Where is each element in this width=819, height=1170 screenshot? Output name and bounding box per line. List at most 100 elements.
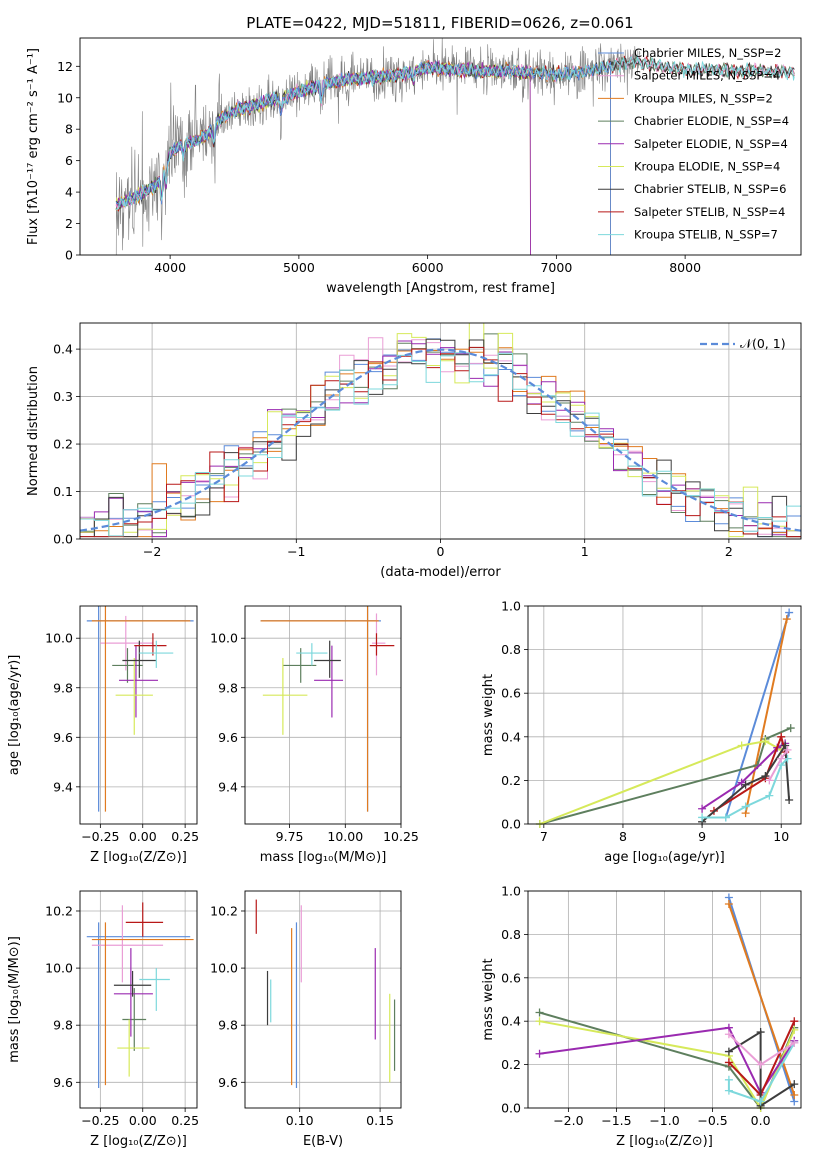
x-tick-label: 10 bbox=[773, 829, 789, 844]
x-tick-label: 8 bbox=[619, 829, 627, 844]
weight-marker bbox=[790, 1025, 799, 1034]
x-tick-label: 4000 bbox=[154, 260, 186, 275]
legend-label: Chabrier STELIB, N_SSP=6 bbox=[634, 182, 786, 196]
x-tick-label: −1 bbox=[287, 544, 305, 559]
y-tick-label: 9.4 bbox=[53, 779, 73, 794]
axes-frame bbox=[79, 322, 802, 540]
weight-marker bbox=[737, 741, 746, 750]
axes-frame bbox=[79, 890, 198, 1109]
weight-marker bbox=[782, 615, 791, 624]
histogram-6 bbox=[80, 338, 801, 538]
x-tick-label: 0.0 bbox=[751, 1113, 771, 1128]
weight-marker bbox=[783, 745, 792, 754]
axes-frame bbox=[79, 37, 802, 256]
histogram-4 bbox=[80, 340, 801, 538]
weight-marker bbox=[777, 732, 786, 741]
x-tick-label: −2.0 bbox=[553, 1113, 583, 1128]
x-tick-label: 7 bbox=[540, 829, 548, 844]
weight-marker bbox=[790, 1090, 799, 1099]
x-tick-label: −2 bbox=[143, 544, 161, 559]
weight-line bbox=[539, 1026, 796, 1095]
y-axis-label: age [log₁₀(age/yr)] bbox=[7, 655, 22, 776]
y-tick-label: 8 bbox=[65, 122, 73, 137]
x-axis-label: wavelength [Angstrom, rest frame] bbox=[326, 281, 555, 296]
y-tick-label: 9.6 bbox=[218, 1075, 238, 1090]
weight-marker bbox=[698, 804, 707, 813]
y-tick-label: 0.8 bbox=[501, 927, 521, 942]
normal-curve bbox=[79, 348, 802, 532]
histogram-8 bbox=[80, 352, 801, 537]
mass-vs-metallicity-panel: −0.25 0.00 0.25 9.6 9.8 10.0 10.2 Z [log₁₀(Z/Z⊙… bbox=[7, 890, 199, 1149]
y-tick-label: 0.2 bbox=[501, 1057, 521, 1072]
weight-marker bbox=[724, 900, 733, 909]
y-tick-label: 1.0 bbox=[501, 884, 521, 899]
weight-vs-age-panel: 7 8 9 10 0.0 0.2 0.4 0.6 0.8 1.0 age [log₁₀(age/yr… bbox=[481, 599, 802, 865]
weight-marker bbox=[781, 741, 790, 750]
weight-marker bbox=[756, 1060, 765, 1069]
legend-label: Kroupa STELIB, N_SSP=7 bbox=[634, 228, 778, 242]
legend-label: Salpeter STELIB, N_SSP=4 bbox=[634, 205, 785, 219]
x-axis-label: E(B-V) bbox=[303, 1134, 343, 1149]
weight-marker bbox=[724, 1075, 733, 1084]
y-tick-label: 0.2 bbox=[53, 437, 73, 452]
axes-frame bbox=[527, 890, 802, 1109]
y-tick-label: 10.0 bbox=[45, 631, 73, 646]
x-axis-label: age [log₁₀(age/yr)] bbox=[604, 850, 725, 865]
x-tick-label: −0.25 bbox=[81, 829, 119, 844]
x-tick-label: 10.25 bbox=[383, 829, 419, 844]
weight-marker bbox=[724, 1030, 733, 1039]
x-tick-label: 0.00 bbox=[129, 829, 157, 844]
y-tick-label: 0.8 bbox=[501, 642, 521, 657]
x-tick-label: 0.00 bbox=[129, 1113, 157, 1128]
weight-line bbox=[728, 1030, 795, 1108]
weight-marker bbox=[777, 754, 786, 763]
spectrum-panel: 4000 5000 6000 7000 8000 0 2 4 6 8 10 12 wavelength … bbox=[26, 37, 802, 296]
histogram-7 bbox=[80, 346, 801, 538]
y-tick-label: 0.0 bbox=[501, 817, 521, 832]
y-tick-label: 10.0 bbox=[210, 631, 238, 646]
x-tick-label: −0.5 bbox=[697, 1113, 727, 1128]
weight-line bbox=[724, 612, 791, 818]
weight-marker bbox=[761, 772, 770, 781]
age-vs-metallicity-panel: −0.25 0.00 0.25 9.4 9.6 9.8 10.0 Z [log₁₀(Z/Z⊙)… bbox=[7, 605, 199, 865]
weight-marker bbox=[724, 1047, 733, 1056]
y-tick-label: 12 bbox=[57, 59, 73, 74]
axes-frame bbox=[244, 605, 402, 825]
y-tick-label: 9.6 bbox=[53, 730, 73, 745]
mass-vs-ebv-panel: 0.10 0.15 9.6 9.8 10.0 10.2 E(B-V) bbox=[210, 890, 402, 1149]
x-tick-label: −1.0 bbox=[649, 1113, 679, 1128]
y-axis-label: Normed distribution bbox=[26, 366, 41, 496]
y-tick-label: 0.0 bbox=[53, 532, 73, 547]
model-spectrum-kroupa-stelib bbox=[115, 55, 795, 211]
weight-marker bbox=[535, 1008, 544, 1017]
x-tick-label: 6000 bbox=[412, 260, 444, 275]
x-tick-label: 0.25 bbox=[171, 1113, 199, 1128]
x-tick-label: 0.10 bbox=[286, 1113, 314, 1128]
x-tick-label: 9 bbox=[698, 829, 706, 844]
weight-marker bbox=[790, 1038, 799, 1047]
weight-line bbox=[744, 618, 788, 814]
weight-line bbox=[539, 740, 782, 825]
y-tick-label: 9.6 bbox=[53, 1075, 73, 1090]
legend-label: Chabrier ELODIE, N_SSP=4 bbox=[634, 114, 789, 128]
weight-marker bbox=[790, 1080, 799, 1089]
legend-label: Kroupa MILES, N_SSP=2 bbox=[634, 91, 773, 105]
weight-marker bbox=[535, 1049, 544, 1058]
y-tick-label: 9.8 bbox=[218, 680, 238, 695]
y-tick-label: 4 bbox=[65, 185, 73, 200]
residual-histogram-panel: −2 −1 0 1 2 0.0 0.1 0.2 0.3 0.4 (data-model)/error… bbox=[26, 322, 802, 580]
weight-marker bbox=[761, 737, 770, 746]
weight-marker bbox=[756, 1028, 765, 1037]
weight-marker bbox=[765, 791, 774, 800]
weight-line bbox=[539, 727, 792, 825]
weight-line bbox=[727, 1042, 796, 1103]
y-tick-label: 2 bbox=[65, 216, 73, 231]
y-tick-label: 0.0 bbox=[501, 1101, 521, 1116]
y-axis-label: Flux [fλ10⁻¹⁷ erg cm⁻² s⁻¹ A⁻¹] bbox=[26, 48, 41, 245]
y-tick-label: 10 bbox=[57, 90, 73, 105]
y-tick-label: 9.8 bbox=[218, 1018, 238, 1033]
x-axis-label: mass [log₁₀(M/M⊙)] bbox=[260, 850, 387, 865]
x-axis-label: (data-model)/error bbox=[380, 565, 501, 580]
weight-marker bbox=[721, 813, 730, 822]
